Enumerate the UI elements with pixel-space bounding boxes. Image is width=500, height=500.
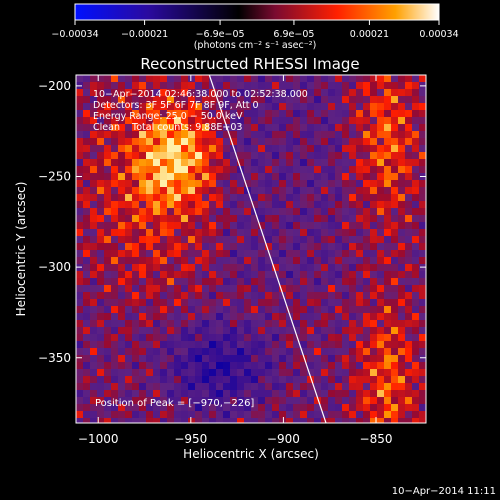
x-tick-label: −900 (267, 432, 300, 446)
colorbar (74, 3, 440, 21)
colorbar-tick-label: 0.00034 (419, 29, 458, 40)
annotation-time-range: 10−Apr−2014 02:46:38.000 to 02:52:38.000 (93, 89, 308, 100)
annotation-detectors: Detectors: 3F 5F 6F 7F 8F 9F, Att 0 (93, 100, 259, 111)
plot-frame (75, 74, 427, 424)
colorbar-tick-label: −6.9e−05 (196, 29, 245, 40)
solar-limb-line (208, 75, 327, 423)
x-tick-label: −850 (360, 432, 393, 446)
y-tick-label: −250 (38, 170, 71, 184)
y-tick-label: −300 (38, 260, 71, 274)
colorbar-tick-label: 0.00021 (350, 29, 389, 40)
colorbar-tick-label: −0.00021 (121, 29, 168, 40)
colorbar-tick-label: −0.00034 (51, 29, 98, 40)
colorbar-ticks: −0.00034 −0.00021 −6.9e−05 6.9e−05 0.00021 0.… (51, 20, 459, 40)
axis-ticks: −1000 −950 −900 −850 −200 −250 −300 −350 (38, 75, 426, 446)
chart-title: Reconstructed RHESSI Image (140, 55, 359, 73)
y-tick-label: −350 (38, 351, 71, 365)
colorbar-units-label: (photons cm⁻² s⁻¹ asec⁻²) (194, 40, 317, 51)
annotation-energy-range: Energy Range: 25.0 − 50.0 keV (93, 111, 243, 122)
x-tick-label: −950 (174, 432, 207, 446)
y-tick-label: −200 (38, 79, 71, 93)
y-axis-label: Heliocentric Y (arcsec) (14, 182, 28, 317)
peak-position-label: Position of Peak = [−970,−226] (95, 398, 254, 409)
colorbar-tick-label: 6.9e−05 (273, 29, 314, 40)
x-tick-label: −1000 (78, 432, 119, 446)
annotation-counts: Clean Total counts: 9.88E+03 (93, 122, 242, 133)
x-axis-label: Heliocentric X (arcsec) (183, 447, 319, 461)
timestamp: 10−Apr−2014 11:11 (392, 486, 496, 497)
